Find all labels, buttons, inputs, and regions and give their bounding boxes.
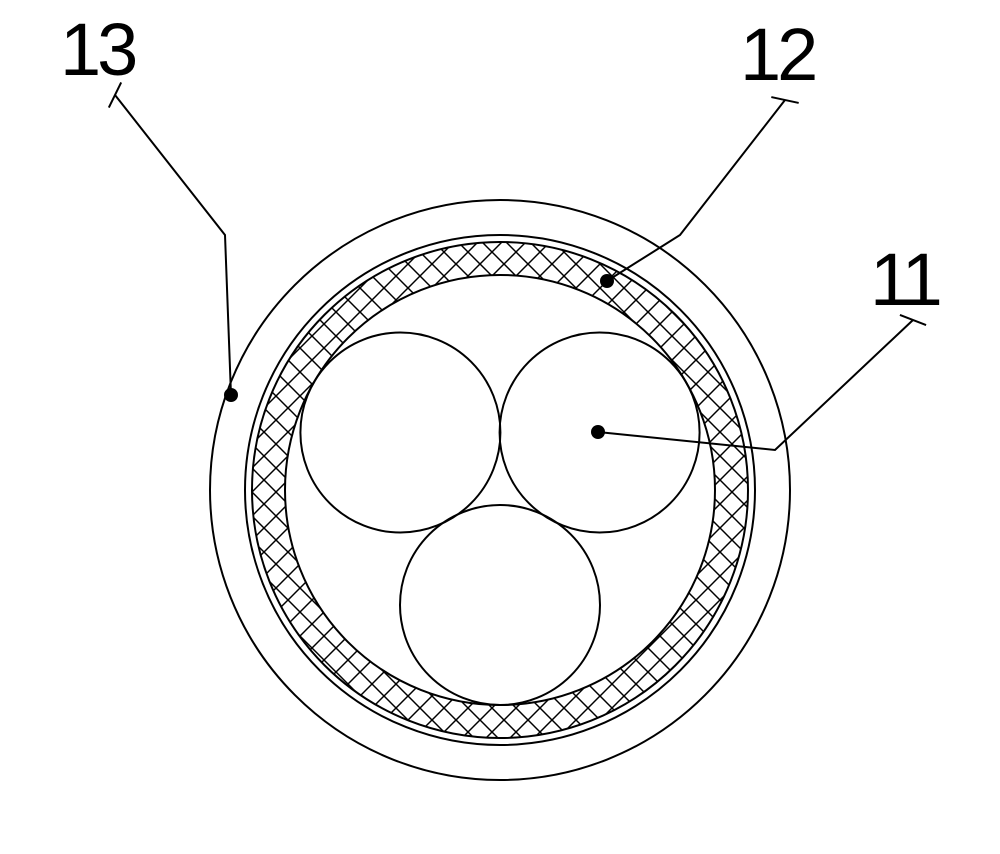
leader-dot <box>224 388 238 402</box>
callout-label: 13 <box>60 8 135 91</box>
callout-label: 12 <box>740 13 815 96</box>
cable-cross-section-diagram: 13 12 11 <box>0 0 1000 854</box>
callout-label: 11 <box>870 238 940 321</box>
leader-dot <box>600 274 614 288</box>
leader-dot <box>591 425 605 439</box>
